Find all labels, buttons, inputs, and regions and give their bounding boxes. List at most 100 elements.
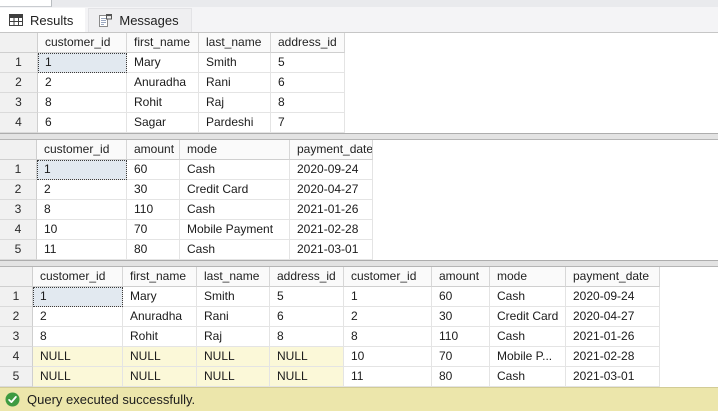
grid-cell[interactable]: Smith <box>197 287 270 307</box>
grid-cell[interactable]: Cash <box>490 367 566 387</box>
column-header[interactable]: customer_id <box>38 33 127 53</box>
grid-cell[interactable]: 80 <box>127 240 180 260</box>
grid-cell[interactable]: 110 <box>432 327 490 347</box>
grid-cell[interactable]: 60 <box>432 287 490 307</box>
row-number[interactable]: 3 <box>0 93 38 113</box>
null-cell[interactable]: NULL <box>197 347 270 367</box>
tab-results[interactable]: Results <box>0 8 86 32</box>
select-all-corner[interactable] <box>0 33 38 53</box>
grid-cell[interactable]: 8 <box>344 327 432 347</box>
select-all-corner[interactable] <box>0 267 33 287</box>
null-cell[interactable]: NULL <box>270 367 344 387</box>
grid-cell[interactable]: 5 <box>271 53 345 73</box>
column-header[interactable]: address_id <box>271 33 345 53</box>
column-header[interactable]: last_name <box>199 33 271 53</box>
grid-cell[interactable]: 70 <box>432 347 490 367</box>
column-header[interactable]: address_id <box>270 267 344 287</box>
grid-cell[interactable]: 8 <box>33 327 123 347</box>
grid-splitter[interactable] <box>0 260 718 267</box>
grid-cell[interactable]: 2020-09-24 <box>290 160 373 180</box>
row-number[interactable]: 1 <box>0 53 38 73</box>
grid-cell[interactable]: Rohit <box>123 327 197 347</box>
column-header[interactable]: amount <box>432 267 490 287</box>
grid-cell[interactable]: Credit Card <box>180 180 290 200</box>
column-header[interactable]: first_name <box>123 267 197 287</box>
grid-cell[interactable]: Cash <box>180 160 290 180</box>
grid-cell[interactable]: 2020-04-27 <box>290 180 373 200</box>
row-number[interactable]: 4 <box>0 347 33 367</box>
row-number[interactable]: 2 <box>0 180 37 200</box>
grid-cell[interactable]: Anuradha <box>127 73 199 93</box>
grid-cell[interactable]: 8 <box>271 93 345 113</box>
selected-cell[interactable]: 1 <box>38 53 127 73</box>
grid-cell[interactable]: Rohit <box>127 93 199 113</box>
null-cell[interactable]: NULL <box>270 347 344 367</box>
selected-cell[interactable]: 1 <box>37 160 127 180</box>
grid-cell[interactable]: 5 <box>270 287 344 307</box>
grid-cell[interactable]: Rani <box>197 307 270 327</box>
grid-cell[interactable]: 8 <box>270 327 344 347</box>
grid-cell[interactable]: Rani <box>199 73 271 93</box>
grid-cell[interactable]: Pardeshi <box>199 113 271 133</box>
column-header[interactable]: last_name <box>197 267 270 287</box>
grid-cell[interactable]: Raj <box>199 93 271 113</box>
grid-cell[interactable]: 80 <box>432 367 490 387</box>
null-cell[interactable]: NULL <box>123 367 197 387</box>
grid-cell[interactable]: 30 <box>127 180 180 200</box>
grid-cell[interactable]: 2020-09-24 <box>566 287 660 307</box>
grid-cell[interactable]: 7 <box>271 113 345 133</box>
grid-cell[interactable]: 8 <box>38 93 127 113</box>
grid-cell[interactable]: 2021-03-01 <box>290 240 373 260</box>
grid-cell[interactable]: 110 <box>127 200 180 220</box>
grid-cell[interactable]: Mobile P... <box>490 347 566 367</box>
grid-cell[interactable]: 2 <box>38 73 127 93</box>
grid-cell[interactable]: Cash <box>180 240 290 260</box>
grid-cell[interactable]: Cash <box>490 287 566 307</box>
row-number[interactable]: 1 <box>0 287 33 307</box>
null-cell[interactable]: NULL <box>33 347 123 367</box>
grid-cell[interactable]: 6 <box>271 73 345 93</box>
grid-cell[interactable]: 2021-03-01 <box>566 367 660 387</box>
grid-cell[interactable]: Mary <box>123 287 197 307</box>
column-header[interactable]: mode <box>180 140 290 160</box>
grid-cell[interactable]: 1 <box>344 287 432 307</box>
row-number[interactable]: 3 <box>0 200 37 220</box>
grid-cell[interactable]: Mobile Payment <box>180 220 290 240</box>
column-header[interactable]: first_name <box>127 33 199 53</box>
column-header[interactable]: customer_id <box>33 267 123 287</box>
grid-cell[interactable]: 30 <box>432 307 490 327</box>
grid-cell[interactable]: 2021-02-28 <box>290 220 373 240</box>
row-number[interactable]: 2 <box>0 307 33 327</box>
grid-cell[interactable]: 11 <box>37 240 127 260</box>
grid-cell[interactable]: 2021-02-28 <box>566 347 660 367</box>
select-all-corner[interactable] <box>0 140 37 160</box>
grid-cell[interactable]: Smith <box>199 53 271 73</box>
grid-cell[interactable]: 2021-01-26 <box>566 327 660 347</box>
column-header[interactable]: mode <box>490 267 566 287</box>
column-header[interactable]: payment_date <box>566 267 660 287</box>
row-number[interactable]: 1 <box>0 160 37 180</box>
grid-cell[interactable]: Raj <box>197 327 270 347</box>
grid-cell[interactable]: 60 <box>127 160 180 180</box>
grid-cell[interactable]: Cash <box>490 327 566 347</box>
column-header[interactable]: payment_date <box>290 140 373 160</box>
grid-cell[interactable]: 2 <box>344 307 432 327</box>
column-header[interactable]: amount <box>127 140 180 160</box>
grid-cell[interactable]: 11 <box>344 367 432 387</box>
null-cell[interactable]: NULL <box>197 367 270 387</box>
grid-cell[interactable]: Cash <box>180 200 290 220</box>
grid-cell[interactable]: 2 <box>33 307 123 327</box>
grid-cell[interactable]: 2020-04-27 <box>566 307 660 327</box>
tab-messages[interactable]: Messages <box>88 8 192 32</box>
grid-cell[interactable]: 6 <box>270 307 344 327</box>
selected-cell[interactable]: 1 <box>33 287 123 307</box>
grid-cell[interactable]: 10 <box>37 220 127 240</box>
grid-cell[interactable]: Anuradha <box>123 307 197 327</box>
row-number[interactable]: 4 <box>0 220 37 240</box>
grid-cell[interactable]: 2021-01-26 <box>290 200 373 220</box>
row-number[interactable]: 2 <box>0 73 38 93</box>
grid-cell[interactable]: 70 <box>127 220 180 240</box>
row-number[interactable]: 3 <box>0 327 33 347</box>
grid-cell[interactable]: 8 <box>37 200 127 220</box>
row-number[interactable]: 5 <box>0 367 33 387</box>
